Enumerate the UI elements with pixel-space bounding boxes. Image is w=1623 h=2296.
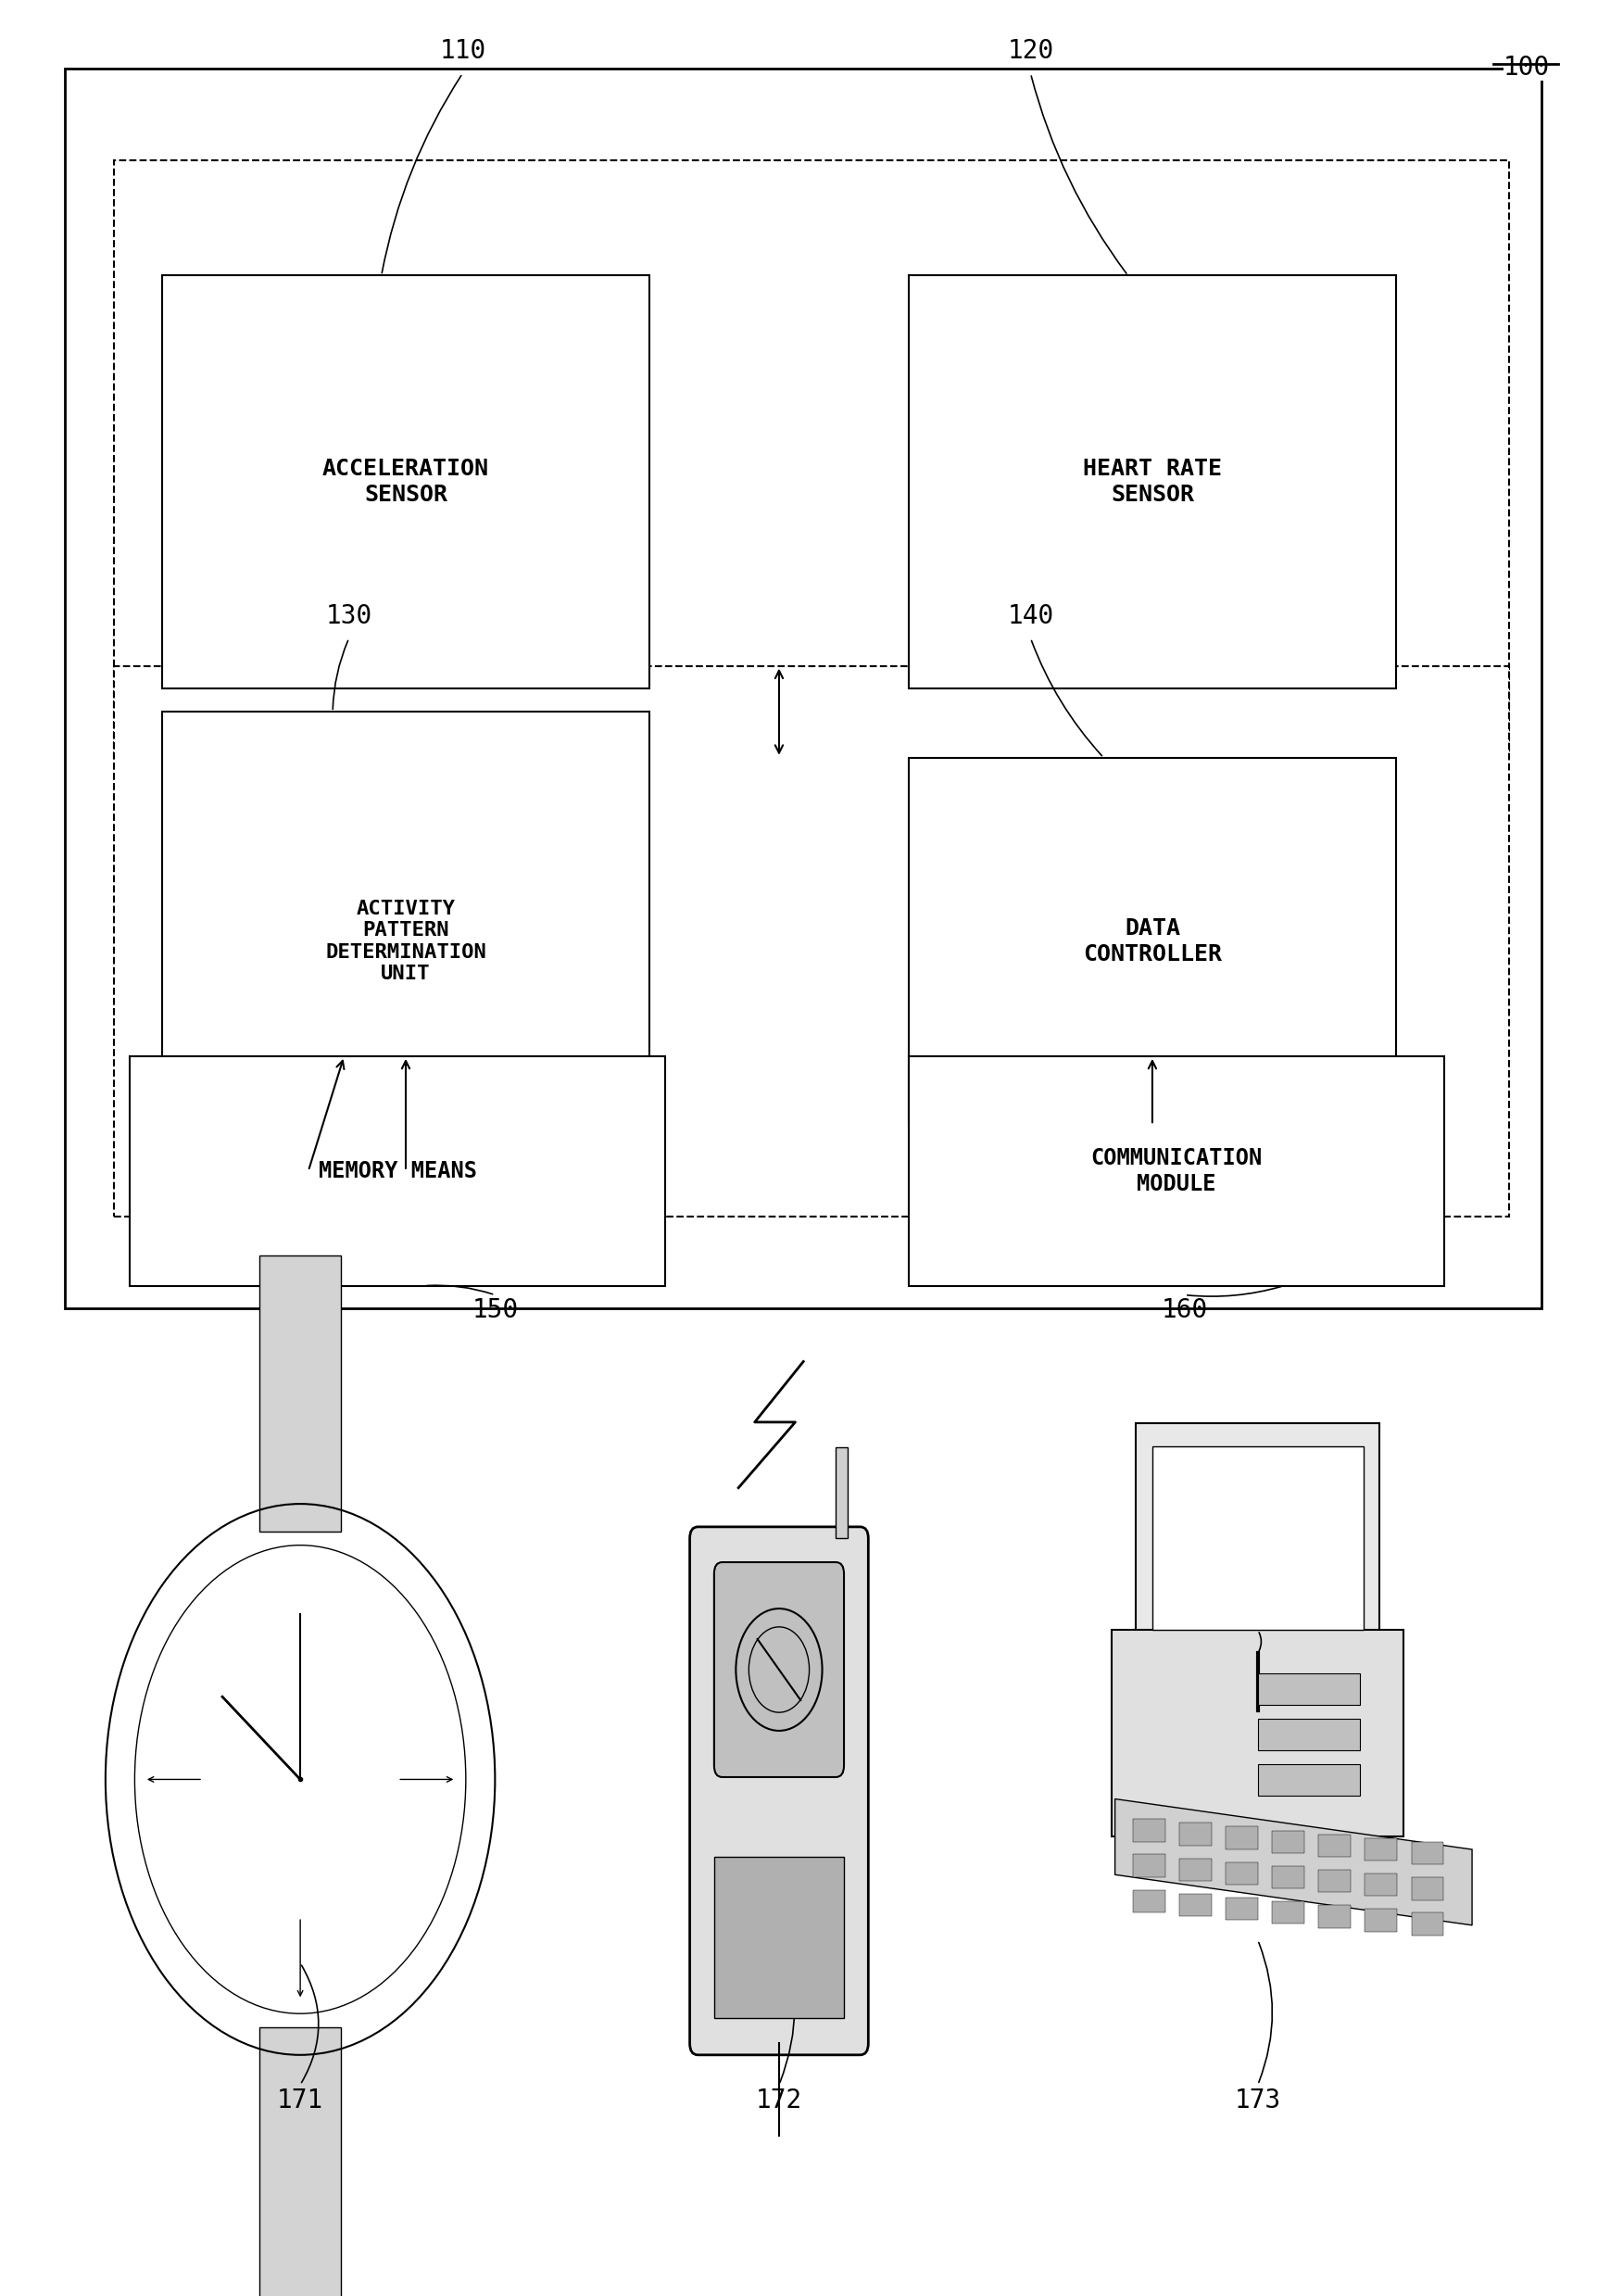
Bar <box>1112 1630 1404 1837</box>
Text: 171: 171 <box>278 2087 323 2115</box>
Text: DATA
CONTROLLER: DATA CONTROLLER <box>1083 918 1222 964</box>
Bar <box>1412 1913 1443 1936</box>
Bar <box>1272 1901 1305 1924</box>
Bar <box>162 276 649 689</box>
Bar <box>909 1056 1444 1286</box>
Bar <box>1225 1862 1258 1885</box>
Bar <box>1152 1446 1363 1630</box>
Bar <box>1412 1841 1443 1864</box>
Bar <box>1412 1878 1443 1901</box>
Bar <box>909 276 1396 689</box>
Bar <box>1318 1835 1350 1857</box>
Bar <box>1133 1818 1165 1841</box>
Bar <box>714 1857 844 2018</box>
Bar <box>1272 1830 1305 1853</box>
Text: 100: 100 <box>1503 55 1550 80</box>
Text: 150: 150 <box>472 1297 518 1322</box>
Bar <box>1180 1823 1211 1846</box>
Bar <box>1133 1890 1165 1913</box>
FancyBboxPatch shape <box>690 1527 868 2055</box>
Text: 120: 120 <box>1008 39 1053 64</box>
Bar <box>1180 1857 1211 1880</box>
Bar <box>1318 1906 1350 1929</box>
Bar <box>1225 1896 1258 1919</box>
Bar <box>162 712 649 1171</box>
Bar <box>260 1256 341 1531</box>
Text: 173: 173 <box>1235 2087 1281 2115</box>
FancyBboxPatch shape <box>714 1561 844 1777</box>
Bar <box>1318 1869 1350 1892</box>
Bar <box>1225 1828 1258 1851</box>
Text: ACTIVITY
PATTERN
DETERMINATION
UNIT: ACTIVITY PATTERN DETERMINATION UNIT <box>325 900 487 983</box>
Bar <box>1272 1867 1305 1890</box>
Bar <box>836 1446 847 1538</box>
Bar <box>130 1056 665 1286</box>
Bar <box>65 69 1542 1309</box>
Bar <box>1136 1424 1380 1653</box>
Bar <box>1258 1766 1360 1795</box>
Text: ACCELERATION
SENSOR: ACCELERATION SENSOR <box>323 459 489 505</box>
Bar <box>1365 1839 1397 1860</box>
Bar <box>1258 1674 1360 1704</box>
Text: COMMUNICATION
MODULE: COMMUNICATION MODULE <box>1091 1148 1263 1194</box>
Text: 140: 140 <box>1008 604 1053 629</box>
Text: 130: 130 <box>326 604 372 629</box>
Text: 160: 160 <box>1162 1297 1208 1322</box>
Polygon shape <box>1115 1800 1472 1924</box>
Bar <box>909 758 1396 1125</box>
Text: HEART RATE
SENSOR: HEART RATE SENSOR <box>1083 459 1222 505</box>
Bar <box>1365 1908 1397 1931</box>
Bar <box>260 2027 341 2296</box>
Bar <box>1258 1720 1360 1750</box>
Bar <box>1180 1894 1211 1917</box>
Bar <box>114 161 1509 758</box>
Bar <box>1133 1855 1165 1878</box>
Text: MEMORY MEANS: MEMORY MEANS <box>318 1159 477 1182</box>
Bar <box>114 666 1509 1217</box>
Text: 110: 110 <box>440 39 485 64</box>
Text: 172: 172 <box>756 2087 802 2115</box>
Bar <box>1365 1874 1397 1896</box>
